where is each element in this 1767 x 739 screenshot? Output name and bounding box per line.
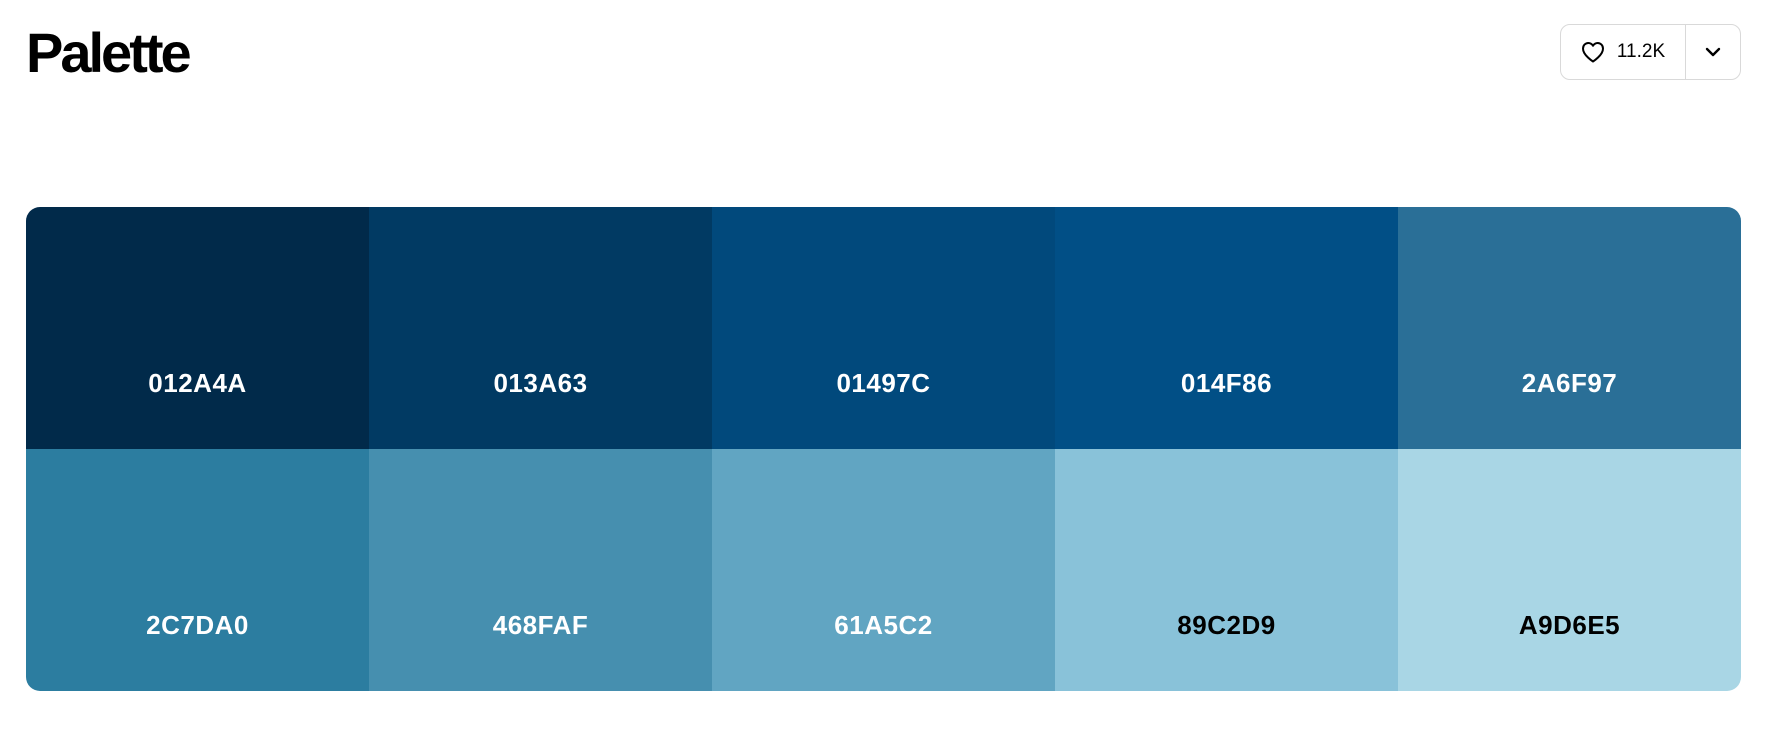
color-palette: 012A4A 013A63 01497C 014F86 2A6F97 2C7DA0 468F… [26, 207, 1741, 691]
swatch-hex-label: 468FAF [492, 610, 589, 640]
swatch-hex-label: 01497C [836, 368, 931, 398]
swatch-hex-label: A9D6E5 [1518, 610, 1621, 640]
color-swatch[interactable]: 013A63 [369, 207, 712, 449]
like-button[interactable]: 11.2K [1561, 25, 1686, 79]
swatch-hex-label: 013A63 [493, 368, 588, 398]
color-swatch[interactable]: 89C2D9 [1055, 449, 1398, 691]
palette-actions: 11.2K [1560, 24, 1741, 80]
heart-icon [1581, 41, 1605, 63]
color-swatch[interactable]: 468FAF [369, 449, 712, 691]
swatch-hex-label: 89C2D9 [1177, 610, 1276, 640]
chevron-down-icon [1705, 47, 1721, 57]
like-count: 11.2K [1616, 41, 1666, 62]
color-swatch[interactable]: 012A4A [26, 207, 369, 449]
color-swatch[interactable]: 014F86 [1055, 207, 1398, 449]
swatch-hex-label: 012A4A [148, 368, 247, 398]
color-swatch[interactable]: 01497C [712, 207, 1055, 449]
color-swatch[interactable]: 61A5C2 [712, 449, 1055, 691]
page-title: Palette [26, 21, 192, 84]
swatch-hex-label: 2A6F97 [1521, 368, 1618, 398]
color-swatch[interactable]: 2C7DA0 [26, 449, 369, 691]
color-swatch[interactable]: 2A6F97 [1398, 207, 1741, 449]
swatch-hex-label: 014F86 [1180, 368, 1273, 398]
swatch-hex-label: 2C7DA0 [146, 610, 249, 640]
more-options-button[interactable] [1686, 25, 1740, 79]
swatch-hex-label: 61A5C2 [834, 610, 933, 640]
color-swatch[interactable]: A9D6E5 [1398, 449, 1741, 691]
